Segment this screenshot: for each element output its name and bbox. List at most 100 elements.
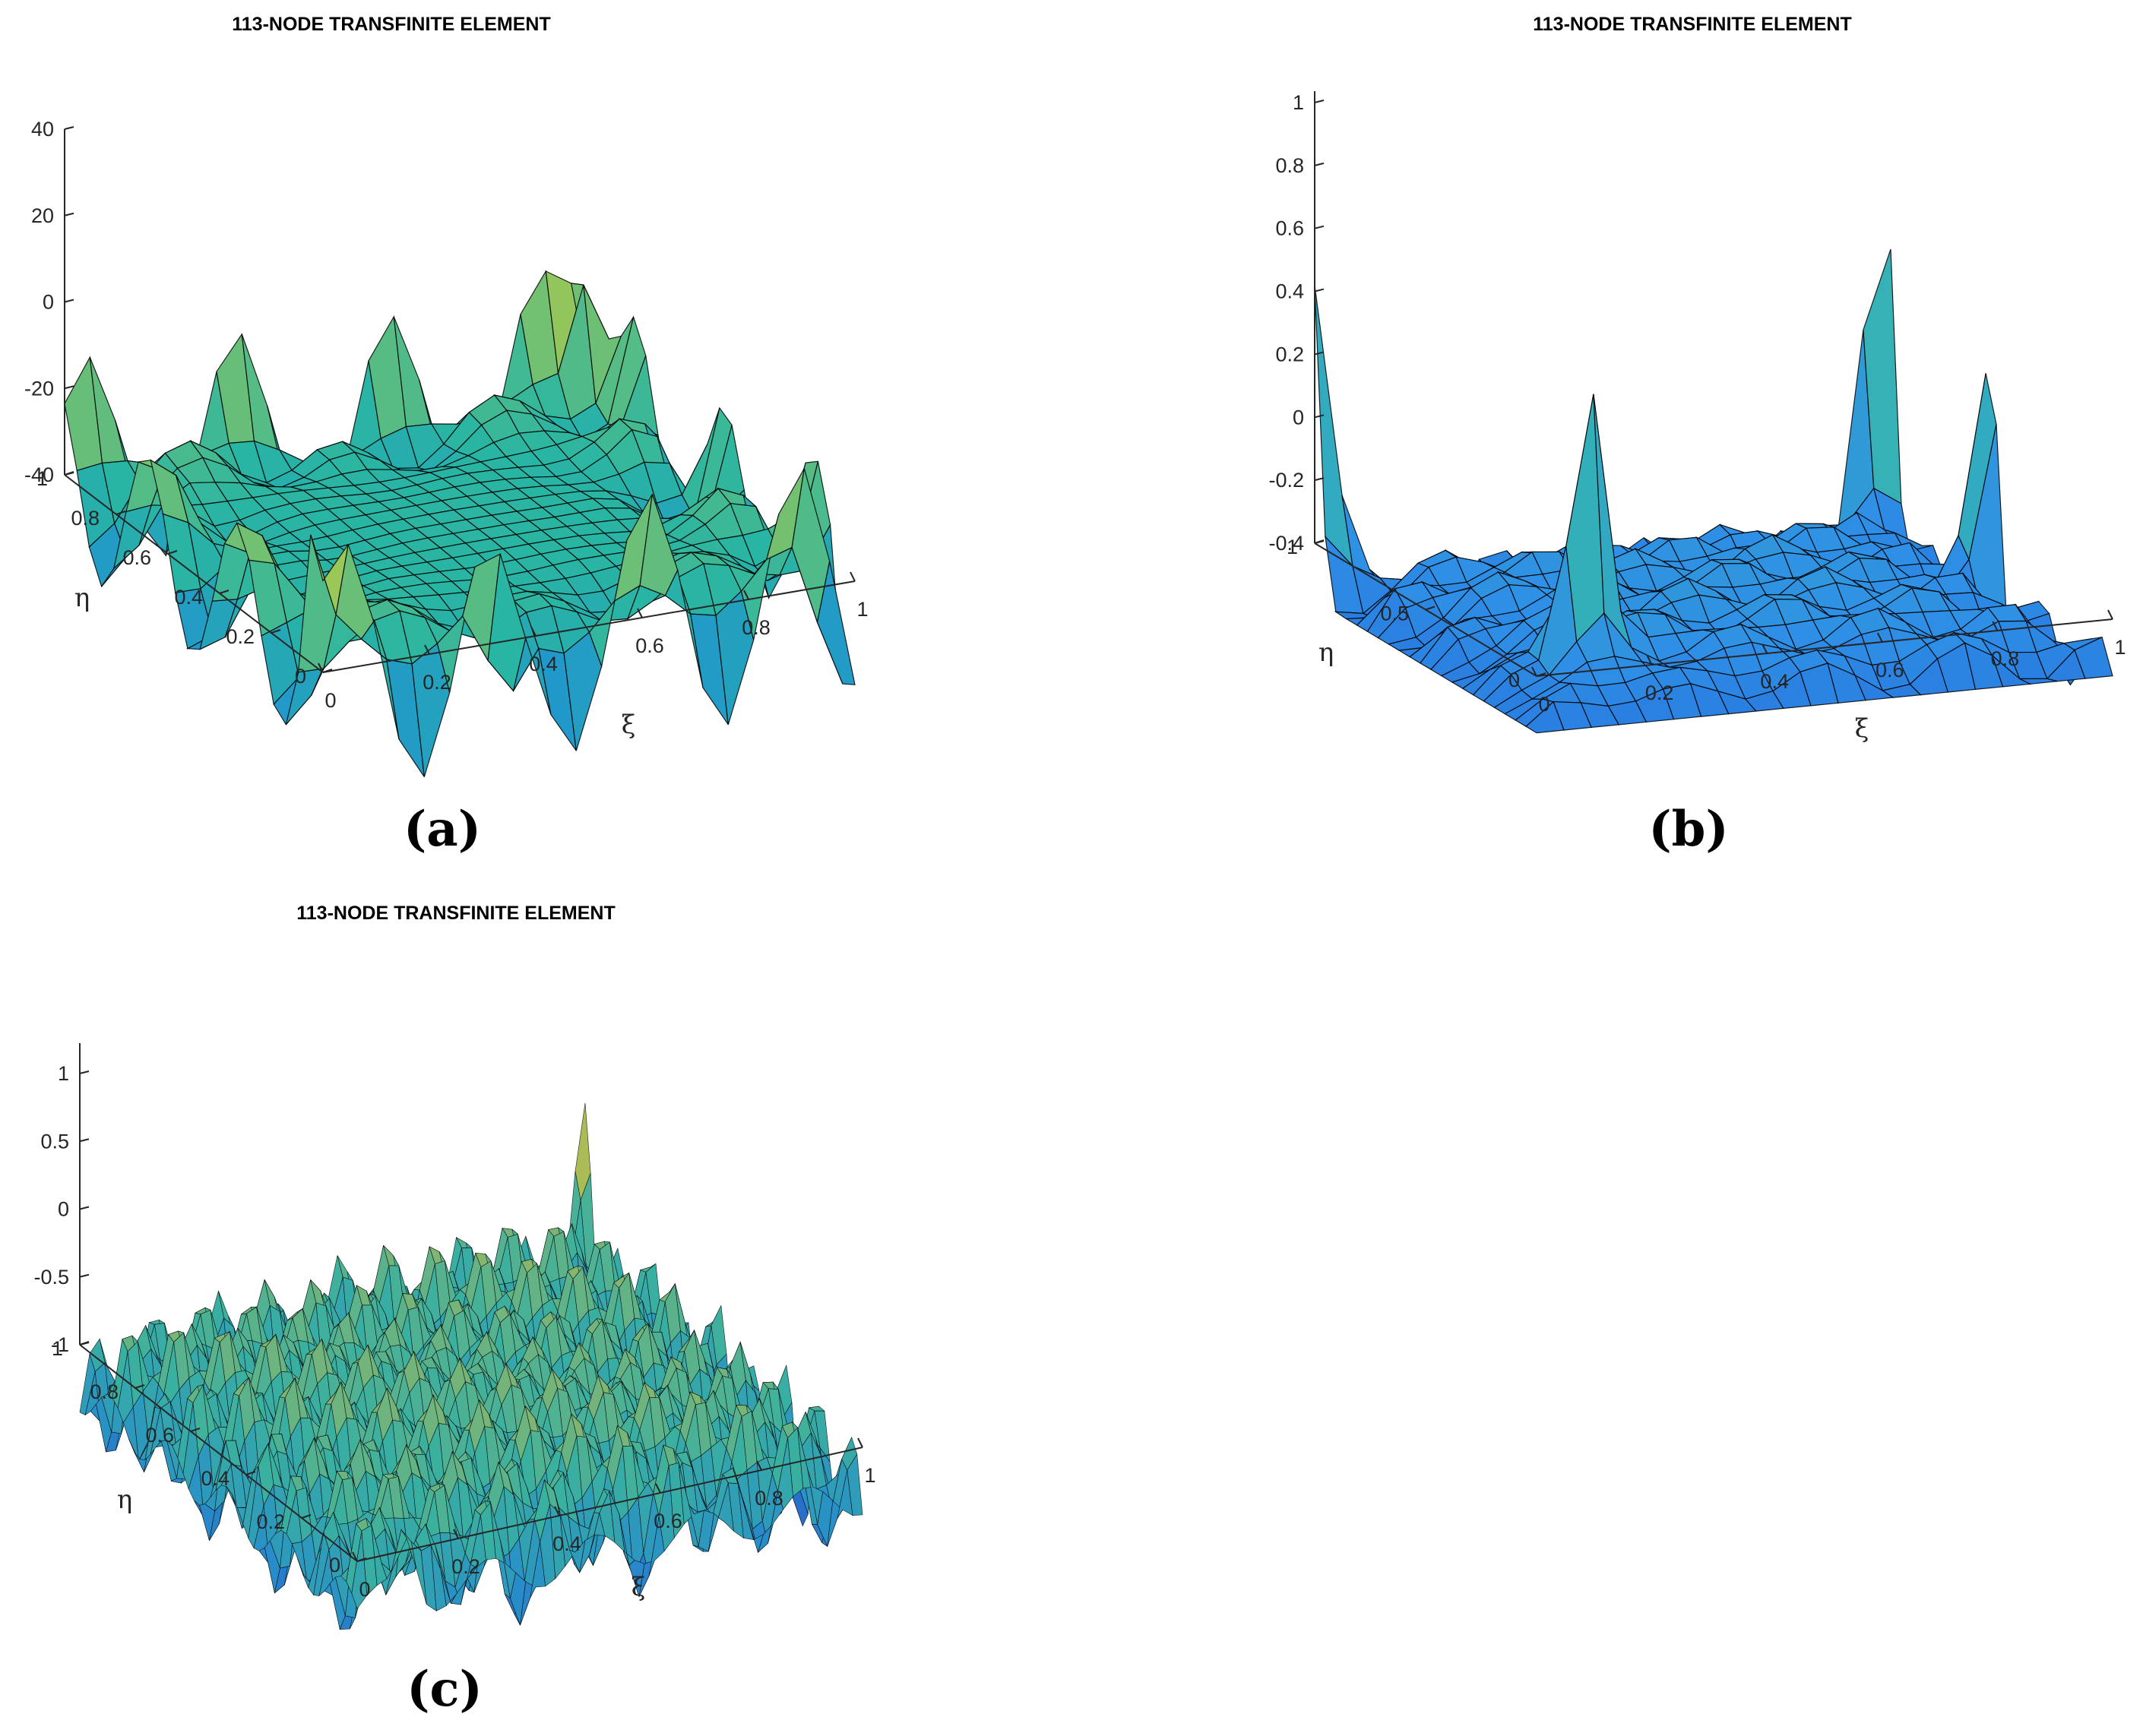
y-tick-label: 1	[36, 467, 48, 490]
surface-patch	[847, 1453, 863, 1516]
x-tick-mark	[453, 1529, 459, 1539]
x-tick-mark	[655, 1483, 661, 1494]
x-axis-line	[1536, 618, 2113, 677]
x-tick-label: 0.6	[654, 1510, 682, 1532]
chart-b-axes: -0.4 -0.2 0 0.2 0.4 0.6 0.8 1 0 0.2 0.4 0.6 0.8 1 0 0.5…	[1268, 91, 2126, 716]
z-tick-mark	[79, 1206, 90, 1210]
x-tick-mark	[756, 1460, 762, 1471]
y-tick-mark	[356, 1557, 367, 1562]
x-axis-line	[322, 580, 856, 673]
chart-b-panel-label: (b)	[1648, 801, 1728, 858]
chart-c-panel-label: (c)	[407, 1661, 483, 1718]
z-tick-label: -0.4	[1268, 532, 1304, 555]
x-tick-mark	[1531, 666, 1537, 677]
chart-b-title: 113-NODE TRANSFINITE ELEMENT	[1533, 14, 1852, 35]
chart-c-axes: -1 -0.5 0 0.5 1 0 0.2 0.4 0.6 0.8 1 0 0.2 0.4 0.6 0.8 1	[33, 1043, 876, 1601]
z-tick-label: -20	[24, 377, 54, 400]
chart-c-title: 113-NODE TRANSFINITE ELEMENT	[296, 903, 616, 924]
y-tick-mark	[79, 1341, 90, 1345]
z-tick-label: 0	[58, 1198, 69, 1221]
z-tick-mark	[1314, 351, 1325, 356]
surface-patch	[816, 561, 856, 685]
z-tick-mark	[64, 299, 74, 303]
x-tick-mark	[857, 1437, 863, 1448]
y-tick-label: 0	[295, 665, 306, 688]
z-tick-mark	[1314, 162, 1325, 166]
y-tick-mark	[301, 1514, 312, 1519]
z-tick-label: 1	[1293, 91, 1304, 114]
z-tick-mark	[1314, 225, 1325, 229]
x-tick-mark	[352, 1551, 358, 1562]
y-tick-label: 1	[1287, 536, 1298, 558]
x-tick-mark	[743, 590, 749, 600]
y-tick-label: 0.4	[201, 1467, 229, 1490]
x-tick-label: 1	[856, 598, 868, 621]
chart-c-surface	[79, 1102, 863, 1630]
z-tick-label: 0.8	[1275, 154, 1304, 177]
z-tick-label: 20	[31, 204, 54, 227]
x-tick-label: 0.2	[1645, 681, 1674, 704]
surface-patch	[2074, 636, 2113, 679]
z-tick-label: 0.5	[40, 1130, 69, 1153]
chart-a-ylabel: η	[74, 583, 90, 613]
x-tick-label: 0.8	[742, 616, 771, 639]
chart-b-surface	[1314, 248, 2113, 734]
z-tick-mark	[79, 1273, 90, 1278]
y-tick-label: 0.8	[90, 1380, 119, 1403]
y-axis-line	[64, 474, 324, 673]
x-tick-mark	[1762, 643, 1768, 654]
x-tick-mark	[530, 626, 537, 637]
z-tick-label: 0	[43, 291, 54, 314]
chart-c-ylabel: η	[117, 1485, 132, 1515]
y-tick-label: 1	[52, 1337, 63, 1360]
z-tick-label: -0.2	[1268, 469, 1304, 492]
y-tick-mark	[245, 1471, 256, 1475]
x-tick-label: 1	[864, 1464, 875, 1487]
x-tick-label: 0.4	[529, 653, 558, 675]
chart-b-ylabel: η	[1318, 637, 1334, 668]
z-tick-label: -1	[51, 1333, 69, 1356]
y-tick-mark	[271, 629, 281, 634]
z-tick-mark	[1314, 288, 1325, 292]
x-tick-label: 0	[324, 689, 336, 712]
z-tick-mark	[64, 385, 74, 390]
chart-a: 113-NODE TRANSFINITE ELEMENT -40 -20 0 20 40…	[24, 14, 869, 858]
y-tick-mark	[116, 511, 126, 515]
x-tick-label: 1	[2114, 636, 2126, 659]
z-tick-label: 0	[1293, 406, 1304, 428]
y-tick-label: 0.2	[226, 625, 255, 648]
y-tick-mark	[64, 471, 74, 476]
chart-c-xlabel: ξ	[632, 1572, 646, 1602]
x-tick-label: 0.6	[635, 634, 664, 657]
z-tick-label: 0.2	[1275, 343, 1304, 365]
x-tick-label: 0.4	[1760, 670, 1789, 693]
y-tick-label: 0.6	[145, 1424, 174, 1447]
x-tick-label: 0	[1538, 693, 1549, 716]
y-tick-mark	[1425, 606, 1436, 611]
y-tick-mark	[135, 1384, 145, 1389]
x-tick-mark	[318, 662, 324, 673]
x-tick-mark	[1646, 655, 1653, 666]
y-tick-label: 0.2	[256, 1510, 285, 1533]
y-tick-mark	[1314, 539, 1325, 544]
chart-a-axes: -40 -20 0 20 40 0 0.2 0.4 0.6 0.8 1 0 0.2 0.4 0.6 0.8 1	[24, 118, 869, 712]
z-tick-label: -40	[24, 463, 54, 486]
chart-a-surface	[64, 270, 856, 777]
chart-c: 113-NODE TRANSFINITE ELEMENT -1 -0.5 0 0.5 1…	[33, 903, 875, 1718]
chart-b-xlabel: ξ	[1855, 713, 1869, 744]
chart-a-panel-label: (a)	[404, 801, 481, 858]
x-tick-mark	[850, 571, 856, 582]
z-tick-label: 0.4	[1275, 280, 1304, 303]
y-tick-mark	[167, 550, 178, 555]
y-tick-label: 0.4	[174, 586, 203, 609]
z-tick-mark	[1314, 477, 1325, 482]
y-axis-line	[79, 1344, 358, 1562]
x-tick-label: 0.2	[451, 1555, 480, 1578]
x-tick-mark	[1992, 621, 1999, 631]
chart-a-title: 113-NODE TRANSFINITE ELEMENT	[232, 14, 551, 35]
x-tick-label: 0	[359, 1578, 370, 1601]
x-axis-line	[356, 1447, 863, 1562]
z-tick-mark	[64, 212, 74, 217]
y-tick-label: 0.8	[71, 507, 100, 530]
